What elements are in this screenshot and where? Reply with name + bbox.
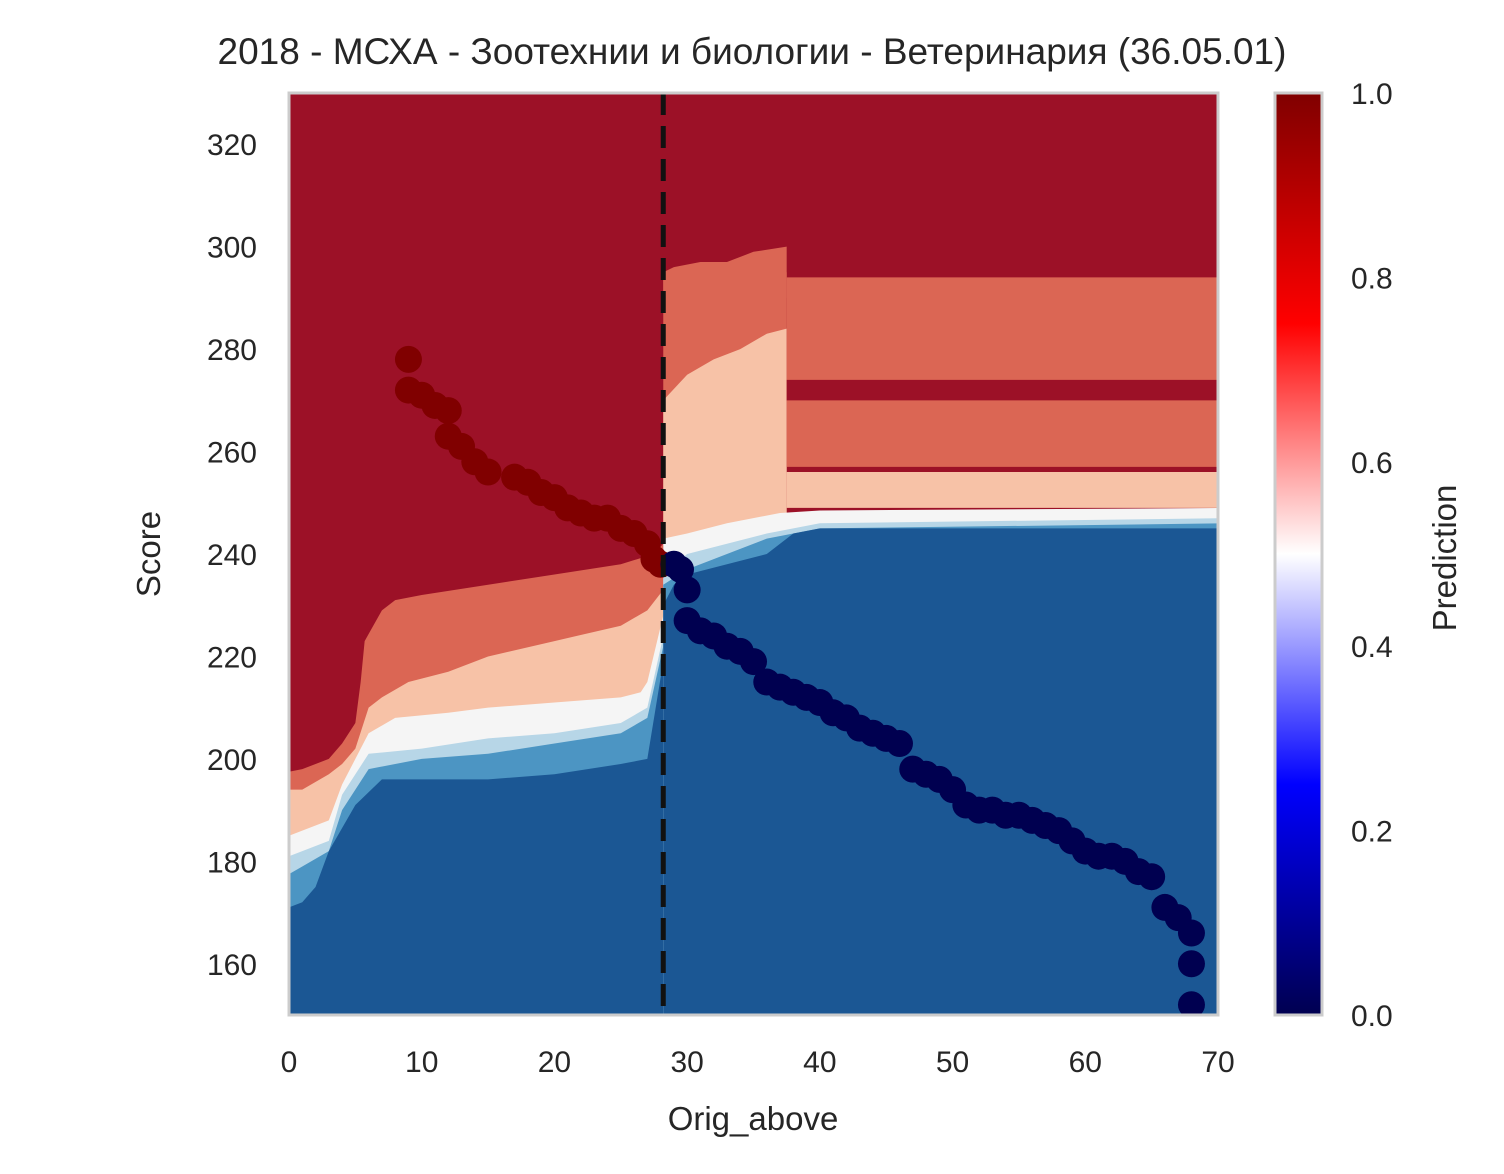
series-1-point <box>1177 950 1205 978</box>
chart-title: 2018 - МСХА - Зоотехнии и биологии - Вет… <box>218 31 1287 72</box>
plot-frame <box>287 91 1220 1017</box>
series-1-point <box>885 730 913 758</box>
y-axis: 160 180 200 220 240 260 280 300 320 <box>207 129 257 982</box>
x-tick-label: 10 <box>405 1046 438 1079</box>
x-tick-label: 70 <box>1201 1046 1234 1079</box>
region-right-light-red-wide <box>786 472 1218 508</box>
colorbar-tick-label: 0.4 <box>1351 631 1393 664</box>
y-axis-label: Score <box>130 511 167 597</box>
x-tick-label: 60 <box>1069 1046 1102 1079</box>
colorbar-gradient <box>1273 91 1324 1017</box>
series-1-point <box>673 576 701 604</box>
x-axis: 0 10 20 30 40 50 60 70 <box>281 1046 1235 1079</box>
y-tick-label: 240 <box>207 539 257 572</box>
x-tick-label: 0 <box>281 1046 298 1079</box>
colorbar-tick-label: 0.6 <box>1351 447 1393 480</box>
y-tick-label: 300 <box>207 232 257 265</box>
colorbar: 0.0 0.2 0.4 0.6 0.8 1.0 Prediction <box>1273 78 1463 1033</box>
region-right-mid-red-cap <box>663 246 787 298</box>
region-right-dark-red-band <box>786 379 1218 401</box>
x-tick-label: 20 <box>538 1046 571 1079</box>
series-1-point <box>1138 863 1166 891</box>
colorbar-tick-label: 1.0 <box>1351 78 1393 111</box>
series-0-point <box>474 458 502 486</box>
series-0-point <box>394 345 422 373</box>
y-tick-label: 220 <box>207 641 257 674</box>
y-tick-label: 200 <box>207 744 257 777</box>
x-tick-label: 40 <box>803 1046 836 1079</box>
region-right-light-red-upper <box>663 328 787 539</box>
y-tick-label: 280 <box>207 334 257 367</box>
plot-area <box>289 93 1218 1015</box>
colorbar-tick-label: 0.0 <box>1351 1000 1393 1033</box>
colorbar-tick-label: 0.8 <box>1351 262 1393 295</box>
y-tick-label: 160 <box>207 949 257 982</box>
series-1-point <box>1177 919 1205 947</box>
y-tick-label: 320 <box>207 129 257 162</box>
x-tick-label: 30 <box>670 1046 703 1079</box>
y-tick-label: 180 <box>207 846 257 879</box>
colorbar-label: Prediction <box>1426 485 1463 632</box>
series-0-point <box>434 397 462 425</box>
y-tick-label: 260 <box>207 437 257 470</box>
x-axis-label: Orig_above <box>668 1100 839 1137</box>
colorbar-ticks: 0.0 0.2 0.4 0.6 0.8 1.0 <box>1351 78 1393 1033</box>
colorbar-tick-label: 0.2 <box>1351 816 1393 849</box>
series-1-point <box>667 555 695 583</box>
region-right-mid-red-wide <box>786 277 1218 467</box>
x-tick-label: 50 <box>936 1046 969 1079</box>
series-1-point <box>1177 991 1205 1015</box>
region-left-dark-blue <box>289 661 664 1015</box>
contour-regions <box>289 93 1218 1015</box>
series-layer <box>394 345 1205 1015</box>
series-1-point <box>740 648 767 676</box>
